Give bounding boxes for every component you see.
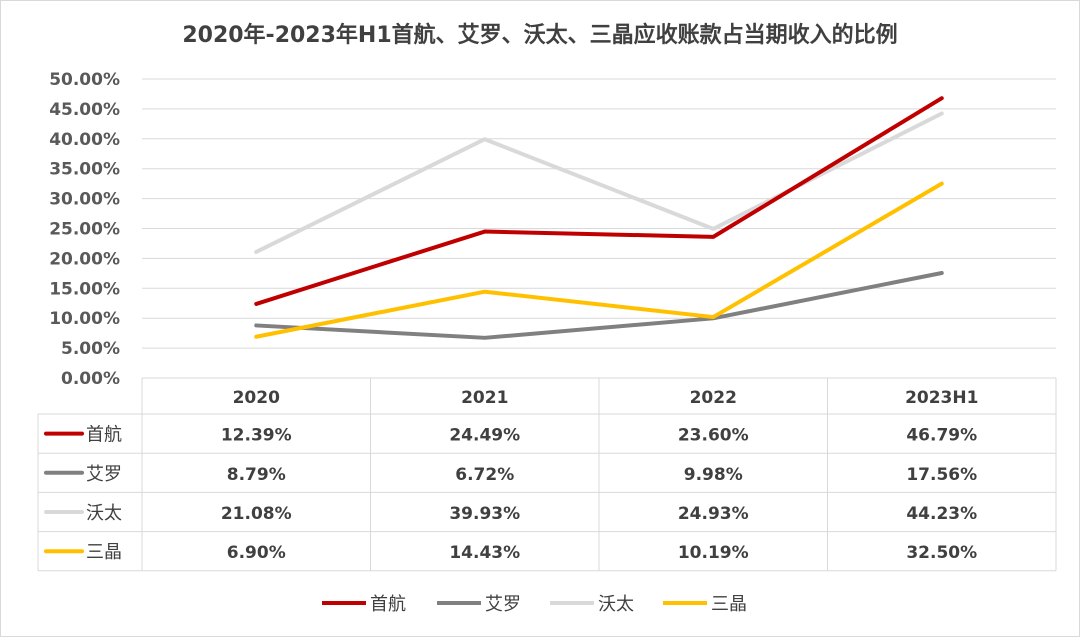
y-tick-label: 35.00% bbox=[49, 160, 120, 180]
x-category-label: 2021 bbox=[461, 388, 508, 408]
y-tick-label: 10.00% bbox=[49, 309, 120, 329]
legend-label: 沃太 bbox=[598, 594, 634, 615]
table-cell-value: 39.93% bbox=[449, 504, 520, 524]
table-cell-value: 32.50% bbox=[906, 543, 977, 563]
table-cell-value: 24.93% bbox=[678, 504, 749, 524]
y-tick-label: 30.00% bbox=[49, 190, 120, 210]
series-line-2 bbox=[254, 270, 944, 340]
x-category-label: 2022 bbox=[690, 388, 737, 408]
legend-label: 首航 bbox=[370, 594, 406, 615]
table-cell-value: 8.79% bbox=[227, 465, 286, 485]
chart-title: 2020年-2023年H1首航、艾罗、沃太、三晶应收账款占当期收入的比例 bbox=[182, 22, 897, 48]
table-cell-value: 6.72% bbox=[455, 465, 514, 485]
series-line-3 bbox=[254, 111, 944, 254]
table-cell-value: 14.43% bbox=[449, 543, 520, 563]
table-series-name: 艾罗 bbox=[86, 464, 122, 485]
series-lines bbox=[254, 96, 944, 340]
y-tick-label: 50.00% bbox=[49, 70, 120, 90]
table-cell-value: 12.39% bbox=[221, 426, 292, 446]
x-category-label: 2023H1 bbox=[905, 388, 978, 408]
y-tick-label: 0.00% bbox=[61, 369, 120, 389]
table-cell-value: 21.08% bbox=[221, 504, 292, 524]
table-cell-value: 23.60% bbox=[678, 426, 749, 446]
series-line-4 bbox=[254, 181, 944, 339]
table-series-name: 沃太 bbox=[86, 503, 122, 524]
table-cell-value: 10.19% bbox=[678, 543, 749, 563]
x-category-label: 2020 bbox=[233, 388, 280, 408]
legend-label: 三晶 bbox=[711, 594, 747, 615]
y-axis-ticks: 0.00% 5.00% 10.00% 15.00% 20.00% 25.00% 30.00%… bbox=[49, 70, 120, 389]
y-tick-label: 20.00% bbox=[49, 249, 120, 269]
grid-lines bbox=[142, 78, 1056, 349]
legend: 首航 艾罗 沃太 三晶 bbox=[322, 594, 747, 615]
series-line-1 bbox=[254, 96, 944, 306]
table-series-name: 三晶 bbox=[86, 542, 122, 563]
y-tick-label: 5.00% bbox=[61, 339, 120, 359]
legend-label: 艾罗 bbox=[485, 594, 521, 615]
table-cell-value: 17.56% bbox=[906, 465, 977, 485]
table-cell-value: 46.79% bbox=[906, 426, 977, 446]
table-cell-value: 9.98% bbox=[684, 465, 743, 485]
table-series-name: 首航 bbox=[86, 425, 122, 446]
table-cell-value: 24.49% bbox=[449, 426, 520, 446]
table-cell-value: 44.23% bbox=[906, 504, 977, 524]
table-cell-value: 6.90% bbox=[227, 543, 286, 563]
data-table: 2020 2021 2022 2023H1 首航 12.39% 24.49% 23.60% 46… bbox=[37, 377, 1057, 572]
y-tick-label: 40.00% bbox=[49, 130, 120, 150]
y-tick-label: 45.00% bbox=[49, 100, 120, 120]
y-tick-label: 25.00% bbox=[49, 220, 120, 240]
y-tick-label: 15.00% bbox=[49, 279, 120, 299]
